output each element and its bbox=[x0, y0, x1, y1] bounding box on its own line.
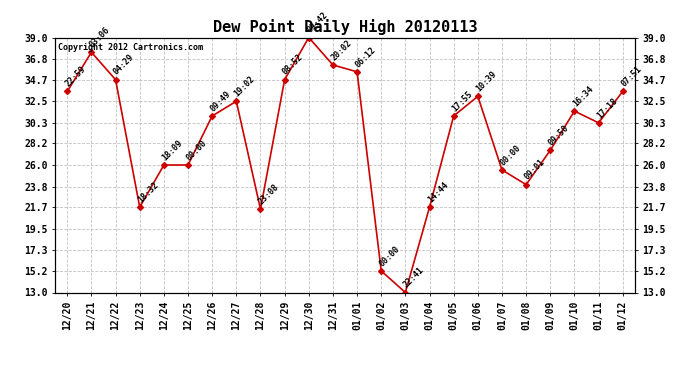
Text: Copyright 2012 Cartronics.com: Copyright 2012 Cartronics.com bbox=[58, 43, 203, 52]
Title: Dew Point Daily High 20120113: Dew Point Daily High 20120113 bbox=[213, 19, 477, 35]
Text: 18:09: 18:09 bbox=[160, 138, 184, 162]
Text: 22:59: 22:59 bbox=[63, 64, 88, 88]
Text: 00:00: 00:00 bbox=[184, 138, 208, 162]
Text: 03:06: 03:06 bbox=[88, 26, 112, 50]
Text: 09:50: 09:50 bbox=[546, 123, 571, 147]
Text: 09:49: 09:49 bbox=[208, 89, 233, 113]
Text: 09:01: 09:01 bbox=[522, 158, 546, 182]
Text: 20:02: 20:02 bbox=[329, 38, 353, 62]
Text: 07:51: 07:51 bbox=[619, 64, 643, 88]
Text: 18:32: 18:32 bbox=[136, 180, 160, 204]
Text: 08:52: 08:52 bbox=[281, 53, 305, 77]
Text: 23:08: 23:08 bbox=[257, 182, 281, 206]
Text: 10:39: 10:39 bbox=[474, 69, 498, 94]
Text: 19:02: 19:02 bbox=[233, 74, 257, 99]
Text: 17:55: 17:55 bbox=[450, 89, 474, 113]
Text: 22:41: 22:41 bbox=[402, 266, 426, 290]
Text: 14:44: 14:44 bbox=[426, 180, 450, 204]
Text: 06:12: 06:12 bbox=[353, 45, 377, 69]
Text: 09:42: 09:42 bbox=[305, 10, 329, 35]
Text: 17:18: 17:18 bbox=[595, 96, 619, 120]
Text: 04:29: 04:29 bbox=[112, 53, 136, 77]
Text: 00:00: 00:00 bbox=[377, 244, 402, 268]
Text: 16:34: 16:34 bbox=[571, 84, 595, 108]
Text: 00:00: 00:00 bbox=[498, 143, 522, 167]
